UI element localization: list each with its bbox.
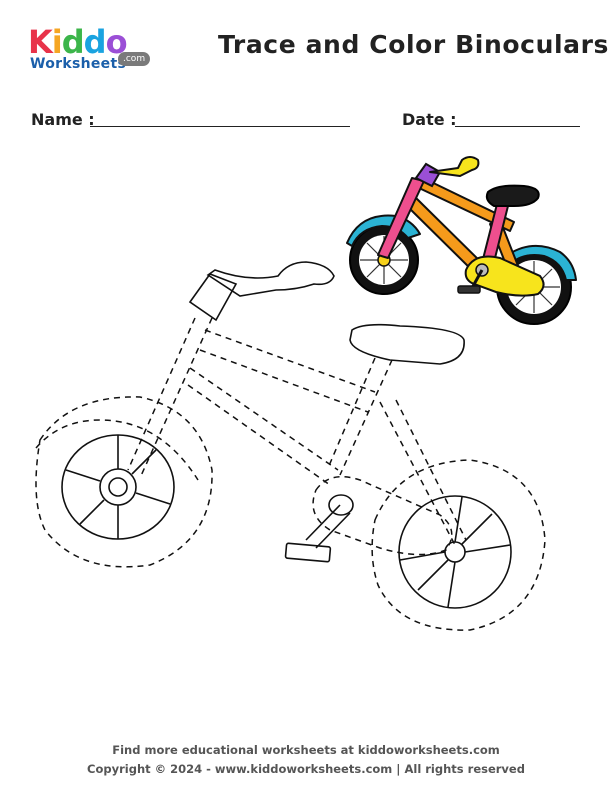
logo-letter: d <box>61 23 85 61</box>
trace-frame <box>127 317 467 556</box>
date-label: Date : <box>402 110 457 129</box>
page-title: Trace and Color Binoculars <box>218 30 610 59</box>
handlebar-grip <box>429 156 480 177</box>
footer-more-worksheets: Find more educational worksheets at kidd… <box>112 743 500 757</box>
colored-bicycle-illustration <box>346 156 577 325</box>
seat <box>485 184 540 207</box>
trace-rear-tire <box>371 459 546 631</box>
logo-wordmark: Kiddo <box>28 22 128 62</box>
logo-subtitle: Worksheets <box>30 56 127 72</box>
logo-tld-badge: .com <box>118 52 151 66</box>
trace-solid-parts <box>188 261 465 563</box>
logo-letter: d <box>83 23 107 61</box>
rear-fender <box>505 245 577 281</box>
logo-letter: i <box>51 23 63 61</box>
trace-handlebar <box>206 261 335 297</box>
logo-letter: o <box>105 23 128 61</box>
kiddo-worksheets-logo[interactable]: Kiddo Worksheets .com <box>28 23 158 76</box>
front-wheel <box>349 225 419 295</box>
pedal-arm <box>470 269 484 289</box>
trace-rear-wheel <box>398 495 512 609</box>
trace-seat <box>349 323 465 365</box>
pedal <box>457 285 481 294</box>
trace-front-tire <box>35 396 213 568</box>
tracing-bicycle-outline <box>35 261 546 631</box>
name-field-line[interactable] <box>90 126 350 127</box>
logo-letter: K <box>28 23 53 61</box>
trace-front-fender <box>35 419 199 481</box>
footer-copyright: Copyright © 2024 - www.kiddoworksheets.c… <box>87 762 525 776</box>
trace-handlebar-stem <box>188 273 238 322</box>
name-label: Name : <box>31 110 95 129</box>
date-field-line[interactable] <box>455 126 580 127</box>
trace-front-wheel <box>61 434 175 540</box>
